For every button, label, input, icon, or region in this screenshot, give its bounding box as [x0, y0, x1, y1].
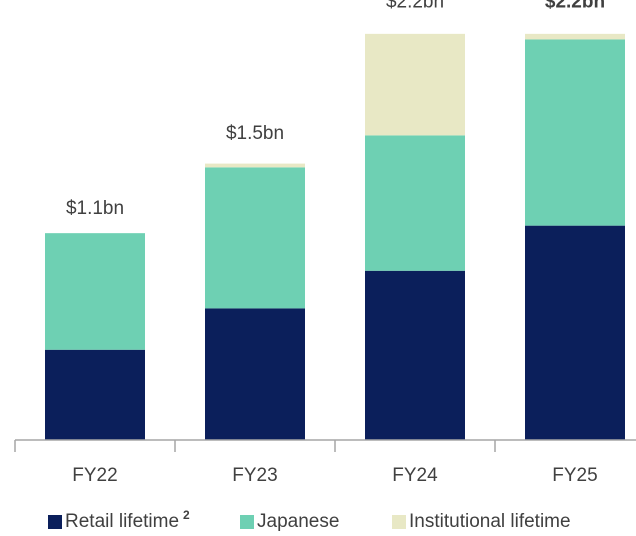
legend-label: Japanese — [257, 511, 339, 532]
bar-segment — [525, 39, 625, 226]
legend-note: 2 — [183, 508, 190, 522]
total-label: $2.2bn — [386, 0, 444, 12]
total-label: $2.2bn — [545, 0, 605, 12]
bar-segment — [205, 308, 305, 440]
legend-label: Retail lifetime 2 — [65, 508, 190, 532]
bar-segment — [365, 135, 465, 271]
x-tick-label: FY24 — [392, 465, 438, 486]
legend-label: Institutional lifetime — [409, 511, 571, 532]
bar-segment — [365, 270, 465, 440]
legend-text: Retail lifetime — [65, 511, 179, 532]
bar-segment — [205, 167, 305, 309]
legend-swatch — [240, 515, 254, 529]
bar-segment — [525, 225, 625, 440]
total-label: $1.1bn — [66, 198, 124, 219]
legend-swatch — [48, 515, 62, 529]
bar-segment — [45, 233, 145, 350]
x-tick-label: FY22 — [72, 465, 117, 486]
bar-segment — [365, 33, 465, 136]
x-tick-label: FY25 — [552, 465, 597, 486]
bar-segment — [205, 163, 305, 168]
legend-text: Institutional lifetime — [409, 511, 571, 532]
x-tick-label: FY23 — [232, 465, 277, 486]
legend-text: Japanese — [257, 511, 339, 532]
total-label: $1.5bn — [226, 123, 284, 144]
bar-segment — [45, 349, 145, 440]
legend-swatch — [392, 515, 406, 529]
bar-segment — [525, 33, 625, 40]
